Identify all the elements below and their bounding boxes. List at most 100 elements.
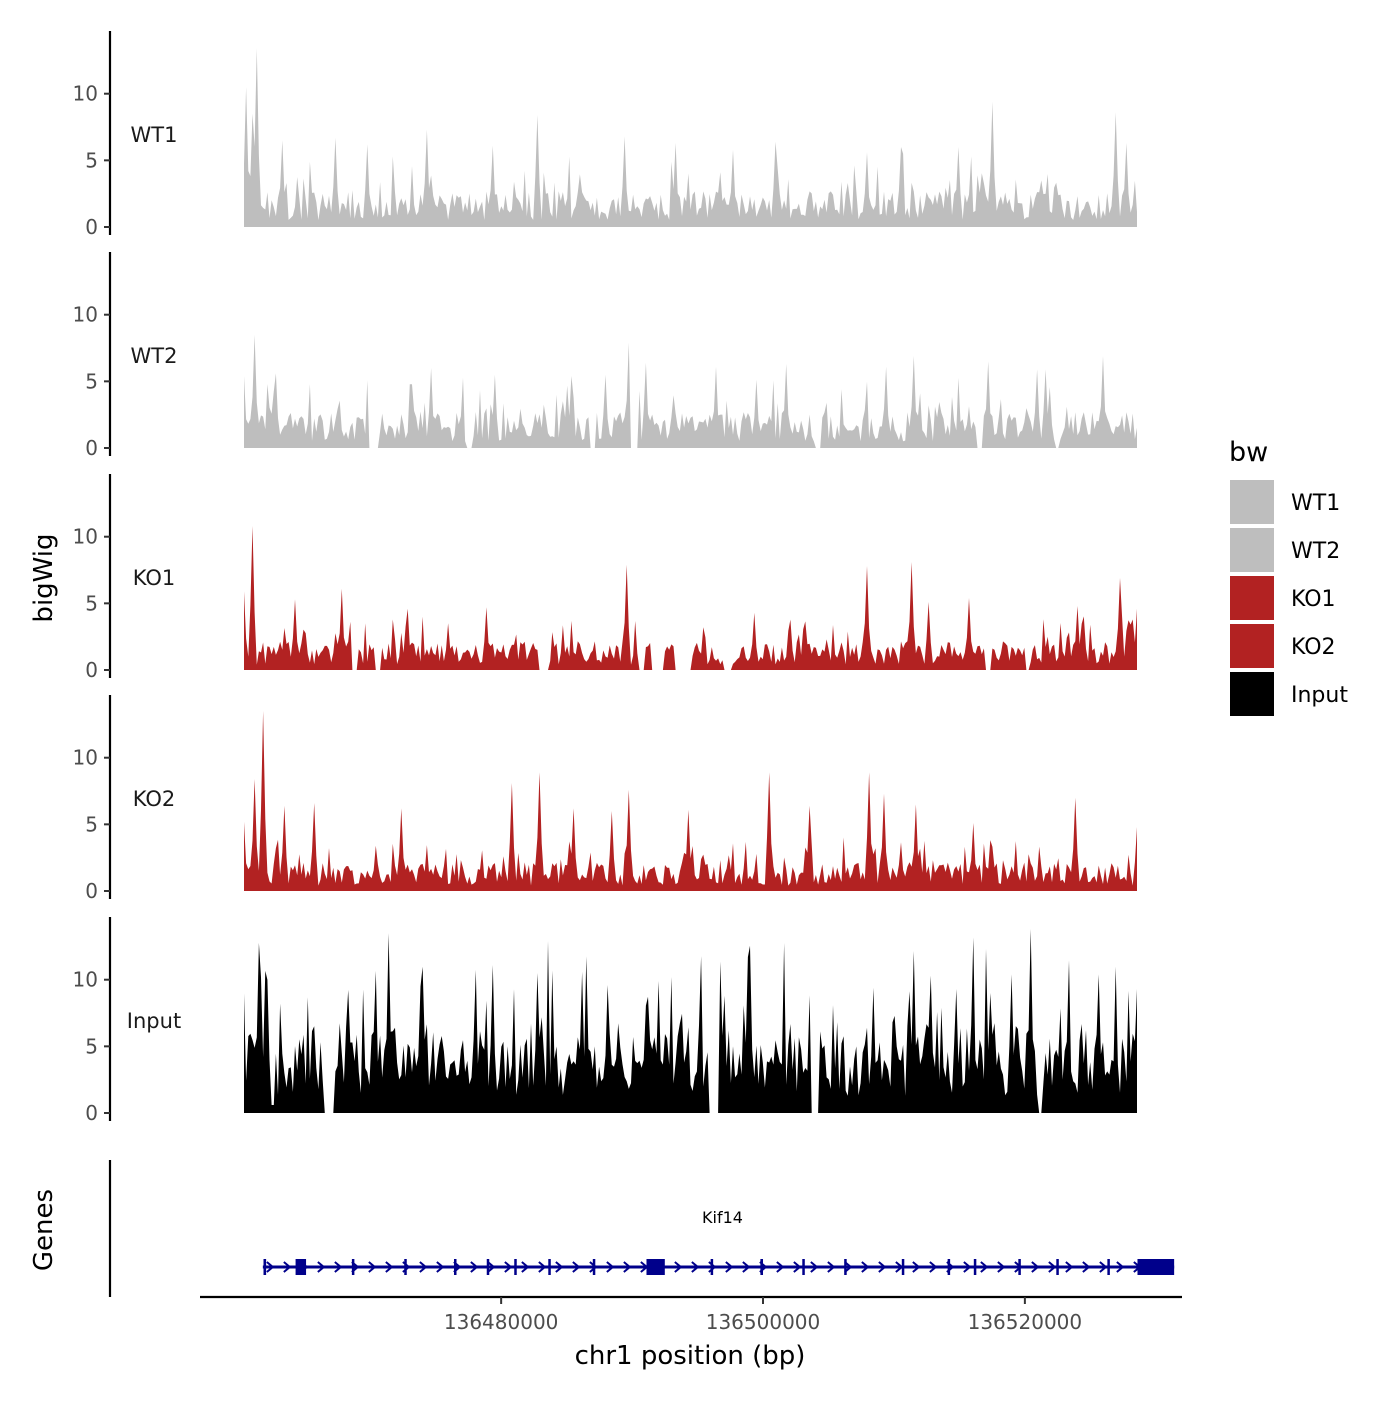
strand-arrow <box>742 1261 751 1273</box>
strand-arrow <box>674 1261 683 1273</box>
strand-arrow <box>1031 1261 1040 1273</box>
area-wt1 <box>244 48 1137 228</box>
strand-arrow <box>810 1261 819 1273</box>
strand-arrow <box>827 1261 836 1273</box>
legend-swatch-wt1 <box>1230 480 1274 524</box>
legend-swatch-ko2 <box>1230 624 1274 668</box>
strand-arrow <box>606 1261 615 1273</box>
gene-exon <box>901 1259 905 1275</box>
x-axis: 136480000 136500000 136520000 <box>200 1295 1182 1334</box>
x-tick-label: 136500000 <box>706 1310 821 1334</box>
strand-arrow <box>521 1261 530 1273</box>
strand-arrow <box>844 1261 853 1273</box>
strand-arrow <box>691 1261 700 1273</box>
strand-arrow <box>776 1261 785 1273</box>
y-tick-label: 5 <box>85 148 98 172</box>
legend-swatch-wt2 <box>1230 528 1274 572</box>
legend-label-wt2: WT2 <box>1291 539 1340 564</box>
strand-arrow <box>368 1261 377 1273</box>
strand-arrow <box>317 1261 326 1273</box>
gene-exon <box>263 1259 267 1275</box>
strand-arrow <box>555 1261 564 1273</box>
gene-exon <box>351 1259 355 1275</box>
y-axis-title: bigWig <box>29 533 59 622</box>
strand-arrow <box>572 1261 581 1273</box>
strand-arrow <box>1082 1261 1091 1273</box>
y-tick-label: 0 <box>85 658 98 682</box>
legend-label-ko1: KO1 <box>1291 587 1336 612</box>
gene-exon <box>1056 1259 1059 1275</box>
track-label-wt1: WT1 <box>131 123 178 147</box>
y-tick-label: 10 <box>73 746 98 770</box>
gene-exon <box>947 1259 951 1275</box>
legend-label-input: Input <box>1291 683 1348 708</box>
y-tick-label: 10 <box>73 82 98 106</box>
track-label-wt2: WT2 <box>131 344 178 368</box>
strand-arrow <box>504 1261 513 1273</box>
strand-arrow <box>419 1261 428 1273</box>
strand-arrow <box>470 1261 479 1273</box>
strand-arrow <box>929 1261 938 1273</box>
area-ko2 <box>244 711 1137 891</box>
track-label-ko2: KO2 <box>133 787 176 811</box>
strand-arrow <box>997 1261 1006 1273</box>
track-label-ko1: KO1 <box>133 566 176 590</box>
y-tick-label: 5 <box>85 812 98 836</box>
y-tick-label: 0 <box>85 436 98 460</box>
gene-exon <box>802 1259 805 1275</box>
strand-arrow <box>436 1261 445 1273</box>
strand-arrow <box>1014 1261 1023 1273</box>
gene-exon <box>710 1259 714 1275</box>
x-axis-title: chr1 position (bp) <box>575 1341 806 1371</box>
gene-exon <box>760 1259 764 1275</box>
legend-swatch-ko1 <box>1230 576 1274 620</box>
signal-tracks: 0 5 10 WT1 0 5 10 WT2 0 5 10 KO1 0 5 10 KO2 0 5 10 Input <box>73 31 1137 1125</box>
strand-arrow <box>266 1261 275 1273</box>
track-label-input: Input <box>127 1009 181 1033</box>
strand-arrow <box>963 1261 972 1273</box>
strand-arrow <box>793 1261 802 1273</box>
gene-exon <box>514 1259 517 1275</box>
y-tick-label: 10 <box>73 525 98 549</box>
track-ko2: 0 5 10 KO2 <box>73 695 1137 903</box>
gene-exon <box>646 1259 665 1275</box>
strand-arrow <box>1099 1261 1108 1273</box>
strand-arrow <box>861 1261 870 1273</box>
gene-exon <box>1107 1259 1110 1275</box>
y-tick-label: 0 <box>85 1101 98 1125</box>
gene-exon <box>1018 1259 1021 1275</box>
gene-exon <box>404 1259 407 1275</box>
track-wt1: 0 5 10 WT1 <box>73 31 1137 239</box>
gene-exon <box>973 1259 977 1275</box>
y-tick-label: 0 <box>85 879 98 903</box>
track-wt2: 0 5 10 WT2 <box>73 252 1137 460</box>
gene-track: Kif14 <box>108 1160 1175 1297</box>
gene-exon <box>295 1259 307 1275</box>
strand-arrow <box>487 1261 496 1273</box>
x-tick-label: 136480000 <box>444 1310 559 1334</box>
legend-label-ko2: KO2 <box>1291 635 1336 660</box>
gene-exon <box>844 1259 847 1275</box>
genes-panel-title: Genes <box>29 1189 59 1271</box>
legend-title: bw <box>1229 437 1268 468</box>
track-input: 0 5 10 Input <box>73 917 1137 1125</box>
strand-arrow <box>725 1261 734 1273</box>
strand-arrow <box>538 1261 547 1273</box>
area-ko1 <box>244 526 1137 670</box>
y-tick-label: 5 <box>85 369 98 393</box>
y-tick-label: 5 <box>85 591 98 615</box>
y-tick-label: 0 <box>85 215 98 239</box>
track-ko1: 0 5 10 KO1 <box>73 474 1137 682</box>
strand-arrow <box>283 1261 292 1273</box>
legend-label-wt1: WT1 <box>1291 491 1340 516</box>
strand-arrow <box>623 1261 632 1273</box>
strand-arrow <box>878 1261 887 1273</box>
gene-exon <box>592 1259 596 1275</box>
gene-label: Kif14 <box>702 1208 743 1227</box>
strand-arrow <box>1116 1261 1125 1273</box>
y-tick-label: 10 <box>73 968 98 992</box>
y-tick-label: 5 <box>85 1034 98 1058</box>
gene-exon <box>1137 1259 1175 1275</box>
y-tick-label: 10 <box>73 303 98 327</box>
